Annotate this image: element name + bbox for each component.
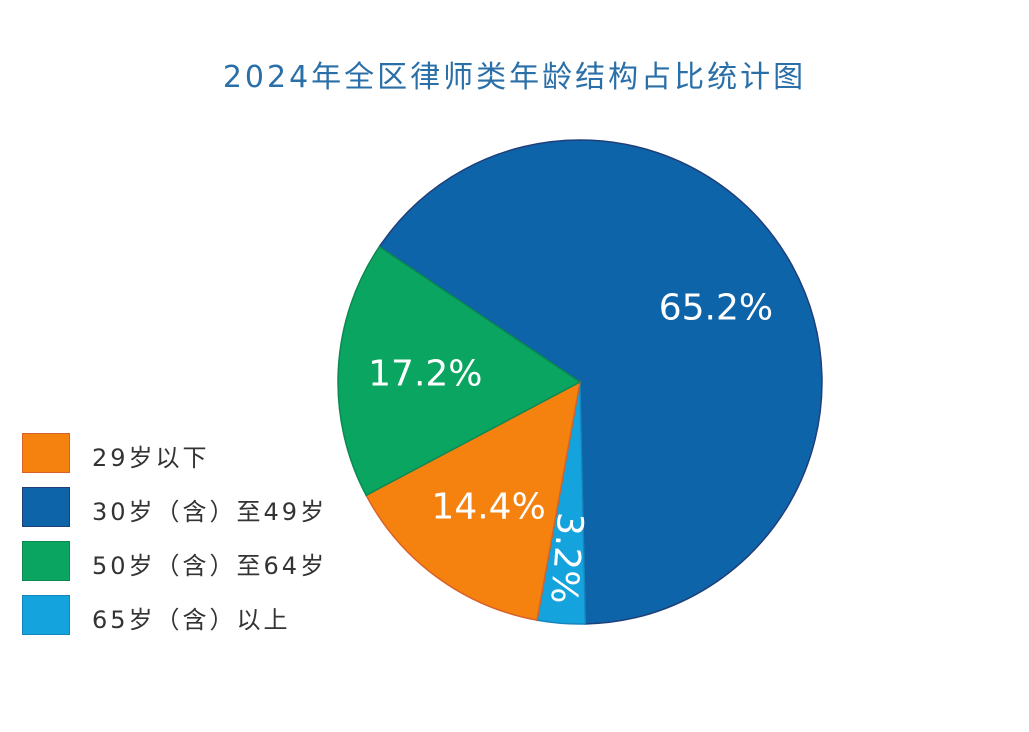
legend-swatch	[22, 487, 70, 527]
slice-value-label: 14.4%	[431, 487, 545, 528]
legend: 29岁以下 30岁（含）至49岁 50岁（含）至64岁 65岁（含）以上	[22, 433, 382, 649]
legend-item: 29岁以下	[22, 433, 382, 487]
slice-value-label: 65.2%	[659, 287, 773, 328]
legend-label: 29岁以下	[92, 444, 210, 472]
pie-slice	[365, 380, 582, 622]
legend-item: 65岁（含）以上	[22, 595, 382, 649]
pie-slice	[337, 245, 582, 497]
chart-title: 2024年全区律师类年龄结构占比统计图	[222, 60, 807, 95]
legend-swatch	[22, 541, 70, 581]
legend-swatch	[22, 433, 70, 473]
legend-label: 50岁（含）至64岁	[92, 552, 328, 580]
legend-item: 50岁（含）至64岁	[22, 541, 382, 595]
pie-slice	[378, 139, 823, 625]
legend-swatch	[22, 595, 70, 635]
legend-item: 30岁（含）至49岁	[22, 487, 382, 541]
legend-label: 65岁（含）以上	[92, 606, 291, 634]
slice-value-label: 3.2%	[542, 511, 590, 605]
slice-value-label: 17.2%	[368, 353, 482, 394]
legend-label: 30岁（含）至49岁	[92, 498, 328, 526]
